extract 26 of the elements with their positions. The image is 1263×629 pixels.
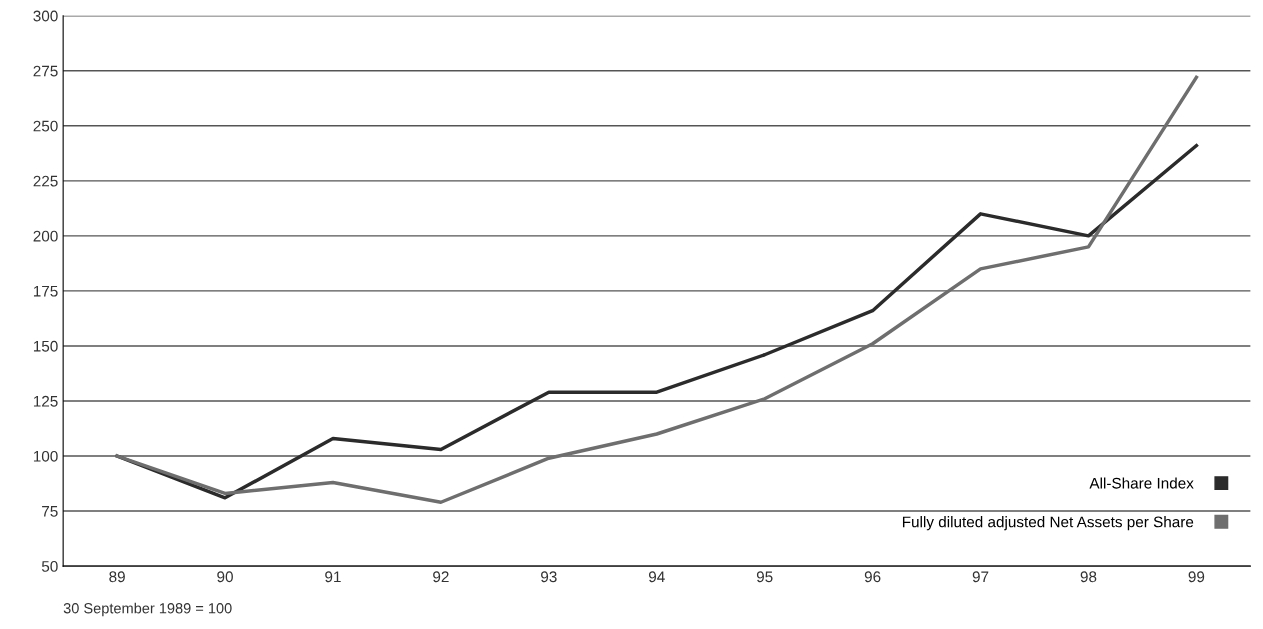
y-tick-label: 150: [33, 340, 58, 352]
y-tick-label: 50: [41, 560, 58, 572]
y-tick-label: 300: [33, 10, 58, 22]
y-tick-label: 225: [33, 175, 58, 187]
x-tick-label: 90: [217, 571, 233, 583]
legend-label: All-Share Index: [1089, 477, 1194, 489]
x-tick-label: 89: [109, 571, 125, 583]
y-tick-label: 175: [33, 285, 58, 297]
y-tick-label: 250: [33, 120, 58, 132]
x-tick-label: 99: [1188, 571, 1205, 583]
x-tick-label: 92: [433, 571, 449, 583]
y-tick-label: 125: [33, 395, 58, 407]
x-tick-label: 98: [1080, 571, 1097, 583]
legend-label: Fully diluted adjusted Net Assets per Share: [902, 516, 1194, 531]
line-series: [115, 75, 1199, 504]
x-tick-label: 95: [756, 571, 773, 583]
x-tick-label: 94: [648, 571, 665, 583]
y-tick-label: 200: [33, 230, 58, 242]
x-tick-label: 91: [325, 571, 341, 583]
y-tick-label: 275: [33, 65, 58, 77]
x-tick-label: 93: [541, 571, 557, 583]
y-tick-label: 100: [33, 450, 58, 462]
text: 30 September 1989 = 100: [63, 602, 232, 617]
x-tick-label: 96: [864, 571, 881, 583]
y-tick-label: 75: [42, 506, 58, 517]
x-tick-label: 97: [972, 571, 989, 583]
